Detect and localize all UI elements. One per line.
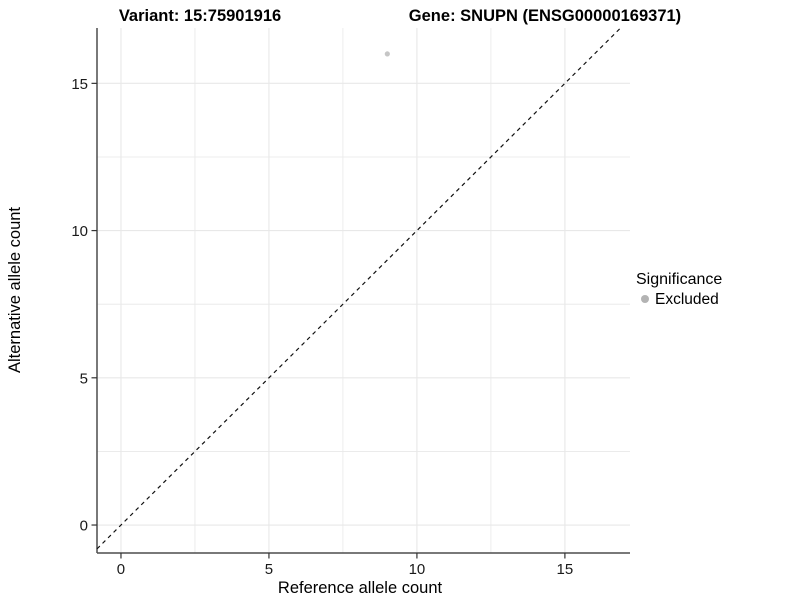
x-tick-label: 10 xyxy=(409,561,426,578)
y-axis-title: Alternative allele count xyxy=(6,207,24,373)
axis-lines-layer xyxy=(96,28,630,554)
identity-line-layer xyxy=(96,27,621,550)
y-tick-label: 0 xyxy=(80,518,88,535)
legend-title: Significance xyxy=(636,271,722,288)
tick-layer: 0 5 10 15 0 5 10 15 xyxy=(71,76,573,578)
x-axis-title: Reference allele count xyxy=(278,579,443,597)
y-tick-label: 5 xyxy=(80,370,88,387)
gridlines-layer xyxy=(97,28,630,553)
x-tick-label: 5 xyxy=(265,561,273,578)
x-tick-label: 15 xyxy=(557,561,574,578)
legend-key-dot-icon xyxy=(641,295,649,303)
data-point xyxy=(384,51,390,57)
legend-item-label: Excluded xyxy=(655,291,719,308)
data-point-layer xyxy=(384,51,390,57)
gene-title: Gene: SNUPN (ENSG00000169371) xyxy=(409,7,681,25)
identity-dashed-line xyxy=(96,27,621,550)
legend: Significance Excluded xyxy=(636,271,722,308)
x-tick-label: 0 xyxy=(117,561,125,578)
variant-title: Variant: 15:75901916 xyxy=(119,7,281,25)
y-tick-label: 15 xyxy=(71,76,88,93)
y-tick-label: 10 xyxy=(71,223,88,240)
